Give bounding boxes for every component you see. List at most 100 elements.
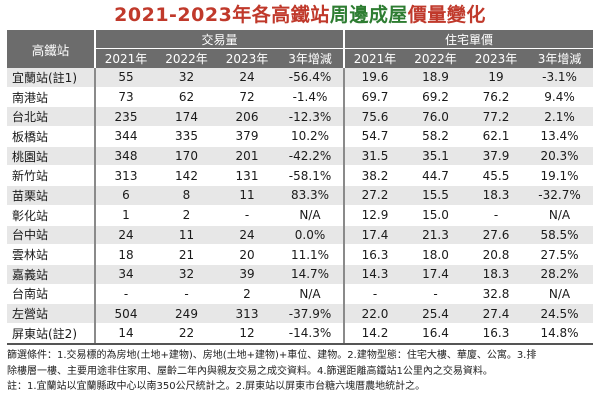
volume-change: N/A [277,284,345,305]
station-name: 苗栗站 [7,185,95,206]
price-2023: - [466,205,527,226]
price-change: 58.5% [526,225,594,246]
volume-2022: 22 [156,323,217,345]
price-2023: 20.8 [466,244,527,265]
price-change: 19.1% [526,165,594,187]
price-2021: 17.4 [343,225,406,246]
price-2022: 35.1 [405,146,467,167]
station-name: 屏東站(註2) [7,323,95,345]
volume-2023: 24 [217,68,277,88]
footnote-criteria-line-2: 除樓層一樓、主要用途非住家用、屋齡二年內與親友交易之成交資料。4.篩選距離高鐵站… [7,365,493,377]
volume-change: -58.1% [277,165,345,187]
volume-2023: 72 [217,87,277,108]
volume-2021: 24 [94,225,156,246]
volume-2021: 235 [94,106,156,128]
volume-2022: 335 [156,126,217,147]
price-col-header: 2021年 [343,48,406,68]
volume-change: -37.9% [277,303,345,324]
table-row: 台南站 - -2 N/A - -32.8 N/A [7,284,594,305]
volume-2021: 18 [94,244,156,265]
price-2023: 19 [466,68,527,88]
price-2023: 32.8 [466,284,527,305]
station-name: 台中站 [7,225,95,246]
volume-2021: 55 [94,68,156,88]
price-2021: 69.7 [343,87,406,108]
table-row: 彰化站 1 2- N/A 12.9 15.0- N/A [7,205,594,226]
price-2022: 18.9 [405,68,467,88]
station-name: 南港站 [7,87,95,108]
price-group-header: 住宅單價 [343,30,594,49]
volume-2022: 249 [156,303,217,324]
price-change: 28.2% [526,264,594,285]
price-2021: 22.0 [343,303,406,324]
price-2021: - [343,284,406,305]
price-change: 13.4% [526,126,594,147]
volume-2021: 313 [94,165,156,187]
table-row: 南港站 73 62 72 -1.4% 69.7 69.2 76.2 9.4% [7,87,594,108]
price-2021: 27.2 [343,185,406,206]
volume-2023: 206 [217,106,277,128]
volume-change: -12.3% [277,106,345,128]
price-2023: 27.6 [466,225,527,246]
price-change: 2.1% [526,106,594,128]
price-2022: 69.2 [405,87,467,108]
volume-2022: 142 [156,165,217,187]
volume-group-header: 交易量 [93,30,345,49]
price-2021: 14.3 [343,264,406,285]
volume-2022: 11 [156,225,217,246]
price-2021: 16.3 [343,244,406,265]
volume-2022: 170 [156,146,217,167]
price-change: 14.8% [526,323,594,345]
volume-col-header: 2023年 [217,48,277,68]
volume-2022: - [156,284,217,305]
volume-2022: 32 [156,264,217,285]
station-name: 宜蘭站(註1) [7,68,95,88]
volume-2021: 6 [94,185,156,206]
volume-2021: 34 [94,264,156,285]
volume-2023: - [217,205,277,226]
volume-change: -56.4% [277,68,345,88]
volume-2023: 20 [217,244,277,265]
volume-col-header: 2022年 [156,48,217,68]
price-2023: 18.3 [466,264,527,285]
volume-2023: 2 [217,284,277,305]
price-2022: 44.7 [405,165,467,187]
price-2023: 45.5 [466,165,527,187]
title-part-3: 價量變化 [407,4,486,26]
volume-2023: 379 [217,126,277,147]
table-row: 桃園站 348 170 201 -42.2% 31.5 35.1 37.9 20.3% [7,146,594,167]
price-change: 27.5% [526,244,594,265]
price-2021: 54.7 [343,126,406,147]
volume-change: -1.4% [277,87,345,108]
volume-2022: 2 [156,205,217,226]
volume-2021: - [94,284,156,305]
volume-2023: 313 [217,303,277,324]
price-2022: - [405,284,467,305]
footnote-criteria-line-1: 篩選條件：1.交易標的為房地(土地+建物)、房地(土地+建物)+車位、建物。2.… [7,350,537,361]
price-change: 9.4% [526,87,594,108]
table-row: 台北站 235 174 206 -12.3% 75.6 76.0 77.2 2.1% [7,106,594,128]
price-change: -32.7% [526,185,594,206]
volume-2023: 12 [217,323,277,345]
price-col-header: 2022年 [405,48,467,68]
station-name: 台北站 [7,106,95,128]
price-2023: 16.3 [466,323,527,345]
station-name: 台南站 [7,284,95,305]
volume-2023: 131 [217,165,277,187]
volume-2022: 8 [156,185,217,206]
price-2022: 58.2 [405,126,467,147]
price-2022: 15.0 [405,205,467,226]
volume-col-header: 2021年 [94,48,156,68]
price-2021: 19.6 [343,68,406,88]
price-2021: 14.2 [343,323,406,345]
volume-col-header: 3年增減 [277,48,345,68]
volume-2021: 348 [94,146,156,167]
volume-change: 10.2% [277,126,345,147]
price-2022: 18.0 [405,244,467,265]
station-name: 桃園站 [7,146,95,167]
volume-2021: 14 [94,323,156,345]
station-column-header: 高鐵站 [7,30,95,68]
title-part-2: 周邊成屋 [329,4,408,26]
price-2022: 15.5 [405,185,467,206]
price-2023: 27.4 [466,303,527,324]
